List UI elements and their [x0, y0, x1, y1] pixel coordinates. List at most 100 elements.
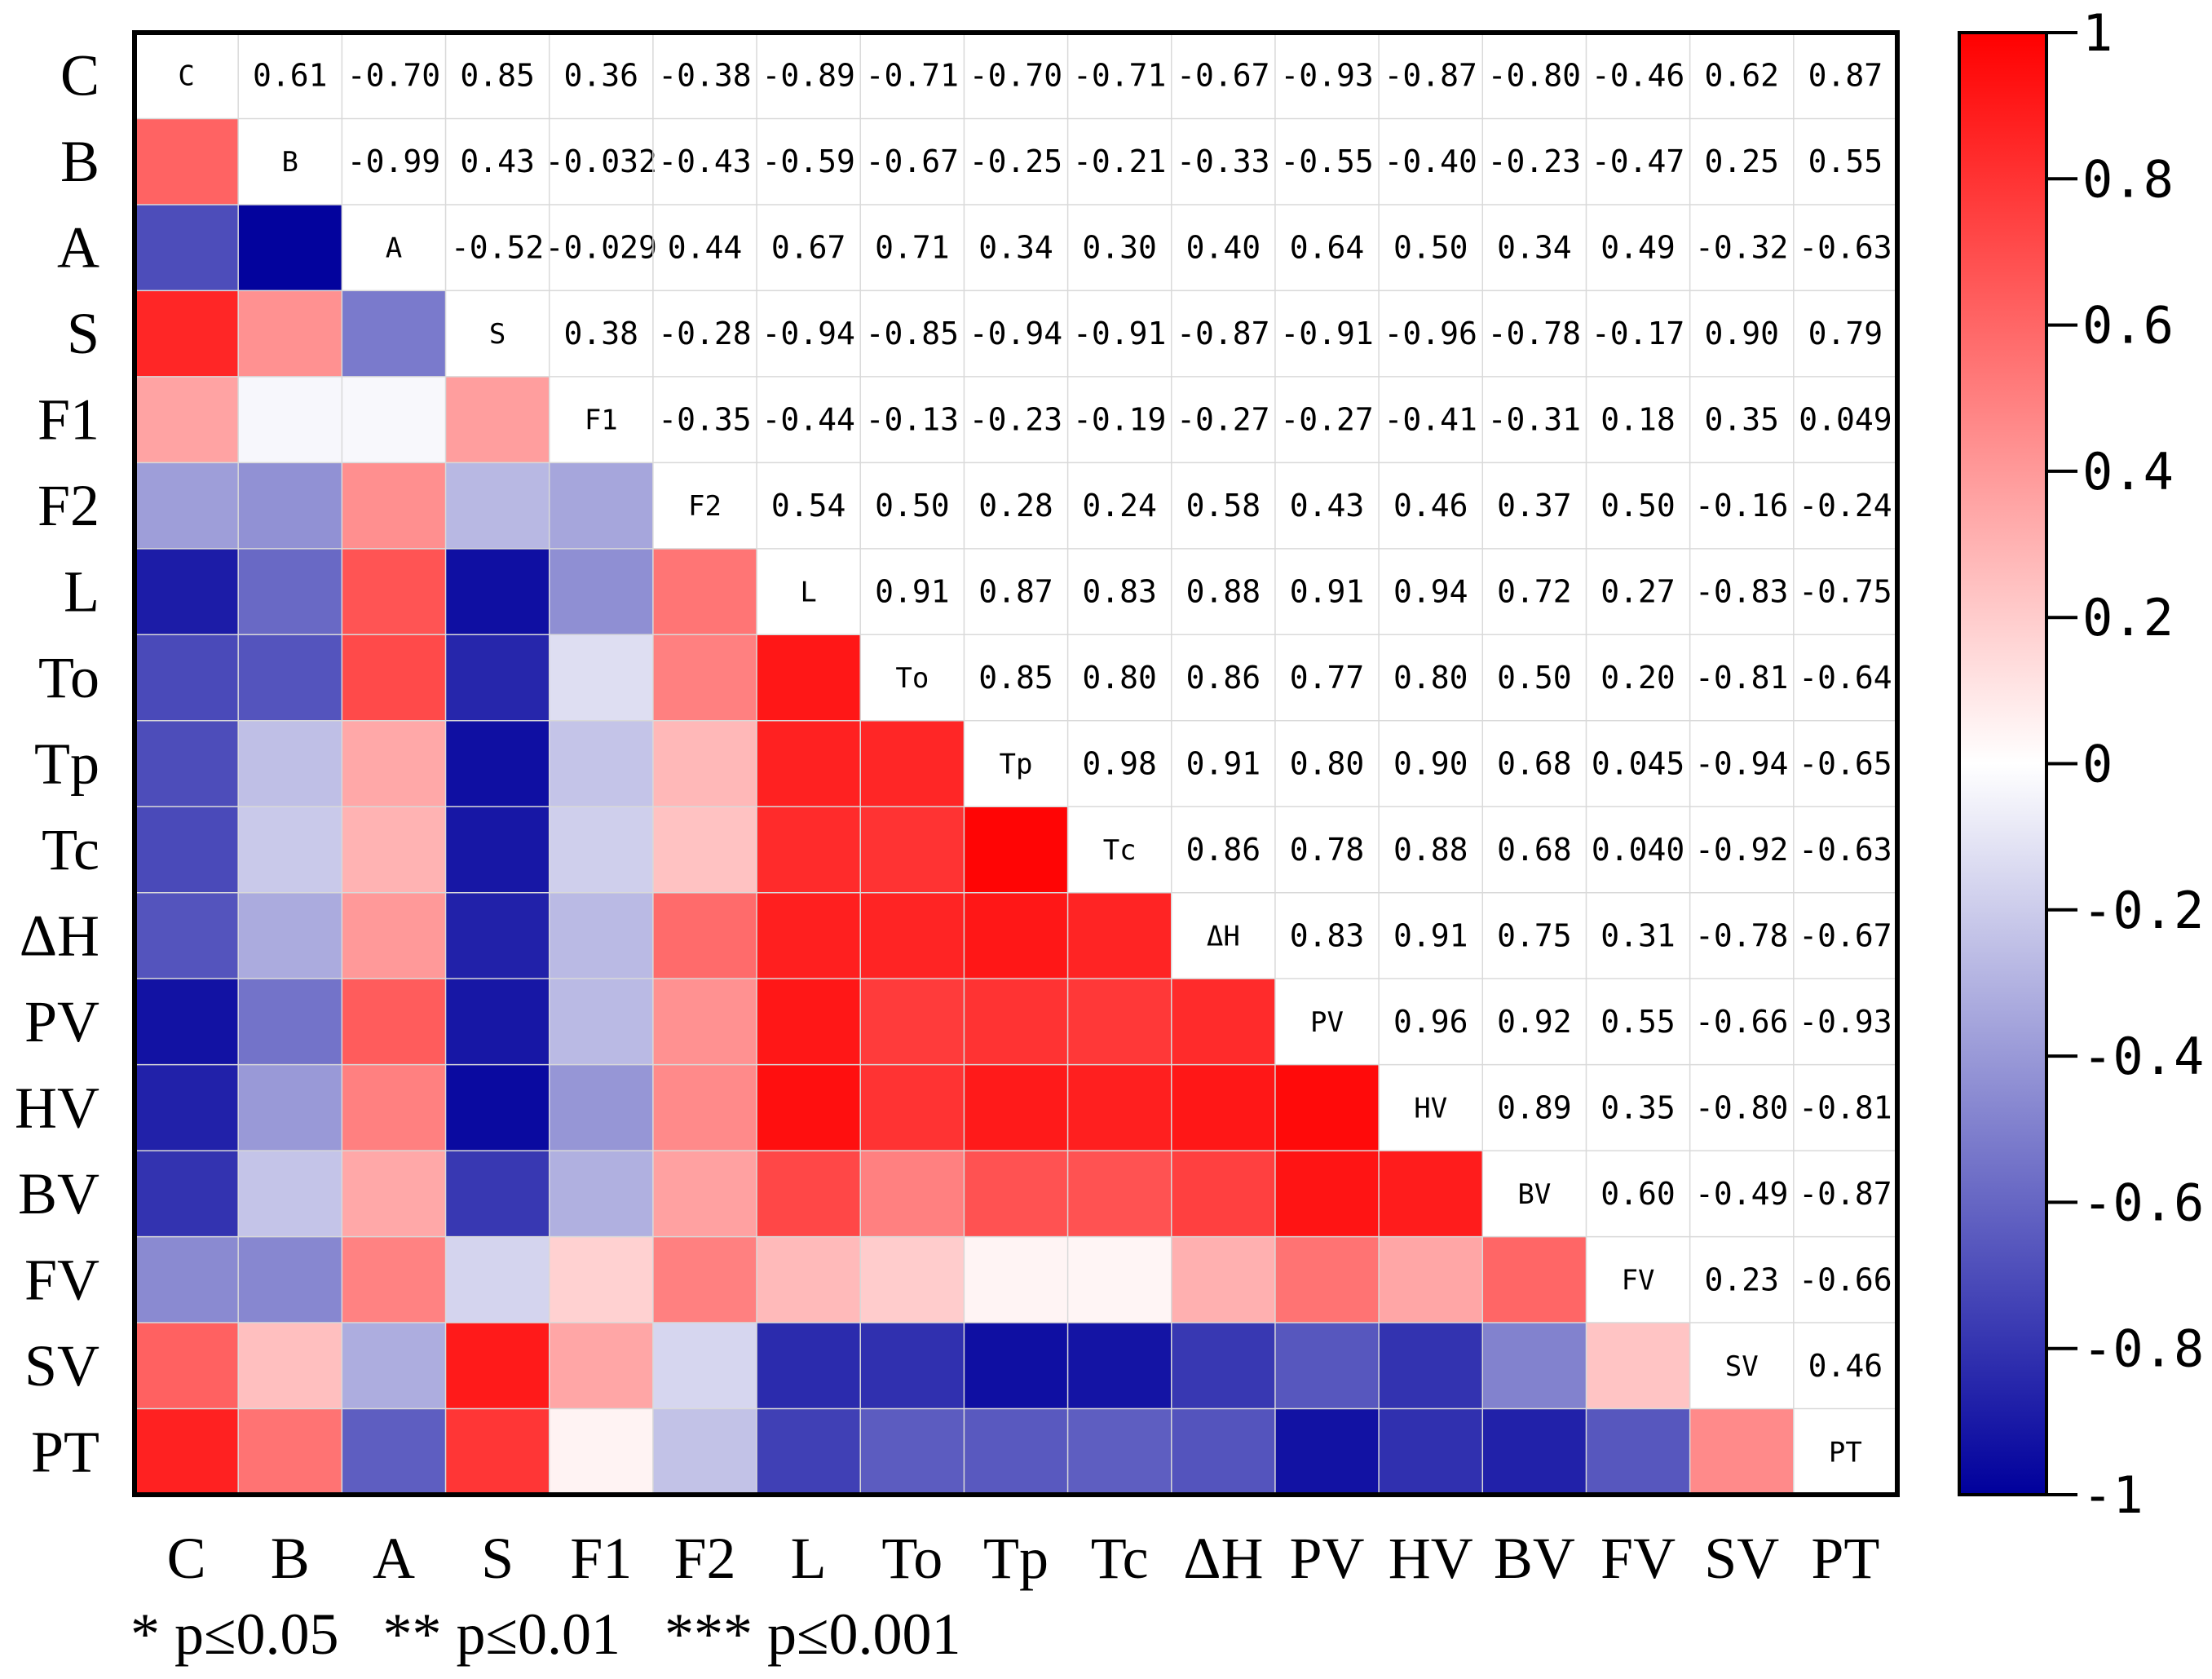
heatmap-cell: [549, 979, 654, 1066]
correlation-value: 0.85: [978, 660, 1053, 696]
correlation-value: 0.49: [1600, 230, 1676, 266]
row-label: F1: [38, 387, 99, 453]
heatmap-cell: [1067, 979, 1172, 1066]
heatmap-cell: [1171, 1323, 1276, 1410]
heatmap-cell: [445, 634, 550, 722]
correlation-value: 0.92: [1497, 1004, 1572, 1040]
heatmap-cell: [1274, 1408, 1380, 1496]
heatmap-cell: [1067, 1323, 1172, 1410]
heatmap-cell: [342, 1236, 447, 1323]
correlation-value: -0.63: [1799, 230, 1892, 266]
correlation-value: -0.81: [1799, 1089, 1892, 1125]
colorbar: 1 0.8 0.6 0.4 0.2 0 -0.2 -0.4 -0.6 -0.8 -1: [1958, 3, 2204, 1525]
correlation-value: -0.13: [866, 402, 959, 438]
heatmap-cell: [757, 806, 861, 894]
correlation-value: -0.75: [1799, 574, 1892, 610]
heatmap-cell: [652, 1151, 757, 1238]
row-label: To: [38, 645, 99, 710]
correlation-value: 0.50: [1393, 230, 1468, 266]
heatmap-cell: [445, 376, 550, 463]
correlation-value: -0.78: [1695, 917, 1788, 953]
heatmap-cell: [135, 376, 239, 463]
diagonal-label: F2: [688, 490, 722, 523]
row-label: HV: [15, 1075, 99, 1140]
correlation-value: 0.83: [1082, 574, 1157, 610]
heatmap-cell: [135, 806, 239, 894]
correlation-value: -0.96: [1384, 316, 1477, 351]
correlation-value: 0.90: [1704, 316, 1779, 351]
correlation-value: -0.49: [1695, 1176, 1788, 1212]
correlation-value: -0.87: [1177, 316, 1269, 351]
heatmap-cell: [860, 979, 965, 1066]
correlation-value: 0.72: [1497, 574, 1572, 610]
heatmap-cell: [964, 892, 1069, 979]
colorbar-gradient: [1958, 31, 2048, 1496]
heatmap-cell: [1274, 1236, 1380, 1323]
correlation-value: 0.045: [1592, 746, 1684, 782]
diagonal-label: PV: [1310, 1006, 1344, 1039]
heatmap-cell: [757, 1236, 861, 1323]
row-label: F2: [38, 473, 99, 538]
correlation-value: 0.58: [1186, 488, 1261, 524]
correlation-value: -0.43: [658, 144, 751, 179]
correlation-value: 0.46: [1393, 488, 1468, 524]
correlation-value: -0.99: [347, 144, 440, 179]
correlation-value: 0.50: [1497, 660, 1572, 696]
heatmap-cell: [135, 892, 239, 979]
colorbar-tick-label: 1: [2082, 3, 2113, 63]
column-label: C: [167, 1526, 206, 1591]
heatmap-cell: [238, 1408, 342, 1496]
colorbar-tick-label: -0.6: [2082, 1173, 2204, 1232]
correlation-value: -0.89: [762, 58, 854, 94]
heatmap-cell: [238, 1064, 342, 1151]
correlation-value: -0.59: [762, 144, 854, 179]
correlation-value: 0.80: [1082, 660, 1157, 696]
heatmap-cell: [549, 1323, 654, 1410]
column-label: L: [791, 1526, 827, 1591]
heatmap-cell: [238, 806, 342, 894]
heatmap-cell: [1379, 1151, 1483, 1238]
heatmap-cell: [238, 462, 342, 550]
heatmap-cell: [964, 1323, 1069, 1410]
heatmap-cell: [860, 806, 965, 894]
correlation-value: -0.21: [1073, 144, 1166, 179]
colorbar-tick-label: 0.2: [2082, 588, 2174, 647]
heatmap-cell: [238, 979, 342, 1066]
heatmap-cell: [342, 1064, 447, 1151]
correlation-value: 0.55: [1808, 144, 1883, 179]
heatmap-cell: [445, 1408, 550, 1496]
correlation-value: 0.46: [1808, 1348, 1883, 1384]
heatmap-cell: [445, 892, 550, 979]
correlation-value: 0.87: [978, 574, 1053, 610]
column-label: F2: [673, 1526, 735, 1591]
heatmap-cell: [135, 1064, 239, 1151]
correlation-value: 0.88: [1186, 574, 1261, 610]
heatmap-cell: [445, 1236, 550, 1323]
correlation-value: 0.80: [1290, 746, 1365, 782]
column-label: PV: [1290, 1526, 1365, 1591]
correlation-value: -0.92: [1695, 832, 1788, 868]
column-label: SV: [1704, 1526, 1779, 1591]
column-label: FV: [1600, 1526, 1676, 1591]
correlation-value: 0.30: [1082, 230, 1157, 266]
heatmap-cell: [445, 1064, 550, 1151]
column-label: ΔH: [1183, 1526, 1263, 1591]
correlation-value: -0.67: [1799, 917, 1892, 953]
column-label: F1: [570, 1526, 632, 1591]
column-label: HV: [1389, 1526, 1473, 1591]
column-label: S: [481, 1526, 514, 1591]
heatmap-cell: [445, 1323, 550, 1410]
column-labels: C B A S F1 F2 L To Tp Tc ΔH PV HV BV FV SV PT: [167, 1526, 1880, 1591]
heatmap-cell: [238, 376, 342, 463]
row-label: Tc: [42, 817, 99, 882]
correlation-value: 0.87: [1808, 58, 1883, 94]
colorbar-tick-label: -0.8: [2082, 1319, 2204, 1379]
correlation-value: 0.049: [1799, 402, 1892, 438]
correlation-value: 0.20: [1600, 660, 1676, 696]
correlation-value: -0.67: [1177, 58, 1269, 94]
heatmap-cell: [238, 634, 342, 722]
heatmap-cell: [652, 1323, 757, 1410]
correlation-value: 0.85: [460, 58, 535, 94]
correlation-value: 0.23: [1704, 1261, 1779, 1297]
heatmap-cell: [964, 1408, 1069, 1496]
